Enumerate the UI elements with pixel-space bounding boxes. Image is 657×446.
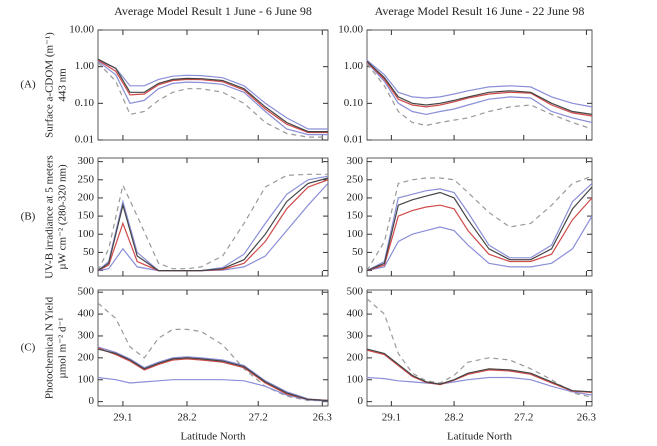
y-tick-label: 1.00 bbox=[75, 60, 95, 72]
y-tick-label: 200 bbox=[347, 351, 364, 363]
y-tick-label: 200 bbox=[347, 191, 364, 203]
y-tick-label: 300 bbox=[347, 155, 364, 167]
data-line bbox=[366, 182, 593, 272]
data-line bbox=[97, 59, 328, 134]
y-tick-label: 0.10 bbox=[75, 97, 95, 109]
data-line bbox=[97, 58, 328, 133]
data-line bbox=[366, 298, 593, 398]
data-line bbox=[97, 302, 328, 402]
y-tick-label: 250 bbox=[78, 173, 95, 185]
y-tick-label: 0 bbox=[358, 264, 364, 276]
panel-label: (B) bbox=[21, 211, 36, 223]
plot-frame bbox=[366, 289, 593, 407]
data-line bbox=[366, 62, 593, 124]
y-tick-label: 250 bbox=[347, 173, 364, 185]
y-tick-label: 200 bbox=[78, 351, 95, 363]
y-tick-label: 500 bbox=[347, 286, 364, 298]
y-tick-label: 10.00 bbox=[338, 24, 363, 36]
y-tick-label: 100 bbox=[78, 228, 95, 240]
y-tick-label: 400 bbox=[78, 308, 95, 320]
y-tick-label: 0 bbox=[89, 395, 95, 407]
data-line bbox=[366, 215, 593, 272]
y-tick-label: 300 bbox=[78, 155, 95, 167]
data-line bbox=[97, 346, 329, 402]
y-tick-label: 150 bbox=[347, 210, 364, 222]
y-tick-label: 100 bbox=[78, 373, 95, 385]
plot-frame bbox=[97, 289, 329, 407]
plot-frame bbox=[97, 29, 329, 141]
data-line bbox=[366, 60, 593, 115]
data-line bbox=[97, 376, 329, 402]
x-tick-label: 27.2 bbox=[514, 412, 533, 424]
x-tick-label: 29.1 bbox=[382, 412, 401, 424]
y-axis-label: µW cm⁻² (280-320 nm) bbox=[57, 164, 69, 270]
y-tick-label: 100 bbox=[347, 228, 364, 240]
data-line bbox=[366, 61, 593, 117]
data-line bbox=[97, 59, 328, 130]
panel-title: Average Model Result 16 June - 22 June 9… bbox=[375, 4, 585, 18]
y-axis-label: Surface a-CDOM (m⁻¹) bbox=[44, 32, 56, 138]
y-tick-label: 200 bbox=[78, 191, 95, 203]
x-axis-label: Latitude North bbox=[447, 431, 513, 443]
y-axis-label: UV-B irradiance at 5 meters bbox=[44, 155, 56, 279]
data-line bbox=[97, 347, 329, 402]
y-tick-label: 300 bbox=[78, 329, 95, 341]
y-tick-label: 500 bbox=[78, 286, 95, 298]
x-axis-label: Latitude North bbox=[180, 431, 246, 443]
y-tick-label: 150 bbox=[78, 210, 95, 222]
y-axis-label: Photochemical N Yield bbox=[44, 296, 56, 399]
data-line bbox=[366, 175, 593, 271]
y-tick-label: 1.00 bbox=[344, 60, 364, 72]
data-line bbox=[366, 197, 593, 272]
y-tick-label: 0 bbox=[358, 395, 364, 407]
data-line bbox=[366, 348, 593, 393]
panel-title: Average Model Result 1 June - 6 June 98 bbox=[114, 4, 312, 18]
x-tick-label: 27.2 bbox=[249, 412, 268, 424]
data-line bbox=[97, 60, 328, 136]
x-tick-label: 29.1 bbox=[113, 412, 132, 424]
data-line bbox=[97, 348, 329, 402]
panel-label: (C) bbox=[21, 342, 36, 354]
y-tick-label: 50 bbox=[83, 246, 95, 258]
data-line bbox=[97, 179, 329, 272]
data-line bbox=[97, 173, 328, 271]
data-line bbox=[97, 177, 329, 272]
plot-frame bbox=[366, 29, 593, 141]
y-tick-label: 0 bbox=[89, 264, 95, 276]
y-tick-label: 50 bbox=[352, 246, 364, 258]
data-line bbox=[366, 349, 593, 393]
y-tick-label: 300 bbox=[347, 329, 364, 341]
data-line bbox=[366, 59, 593, 108]
y-axis-label: µmol m⁻² d⁻¹ bbox=[57, 317, 69, 378]
data-line bbox=[366, 376, 593, 396]
y-tick-label: 0.10 bbox=[344, 97, 364, 109]
y-tick-label: 400 bbox=[347, 308, 364, 320]
plot-frame bbox=[97, 157, 329, 277]
panel-label: (A) bbox=[20, 79, 36, 91]
data-line bbox=[366, 186, 593, 272]
x-tick-label: 28.2 bbox=[444, 412, 463, 424]
y-tick-label: 0.01 bbox=[75, 134, 94, 146]
y-tick-label: 10.00 bbox=[69, 24, 94, 36]
x-tick-label: 28.2 bbox=[177, 412, 196, 424]
y-axis-label: 443 nm bbox=[57, 68, 69, 102]
y-tick-label: 0.01 bbox=[344, 134, 363, 146]
y-tick-label: 100 bbox=[347, 373, 364, 385]
x-tick-label: 26.3 bbox=[313, 412, 333, 424]
x-tick-label: 26.3 bbox=[577, 412, 597, 424]
data-line bbox=[97, 62, 328, 138]
